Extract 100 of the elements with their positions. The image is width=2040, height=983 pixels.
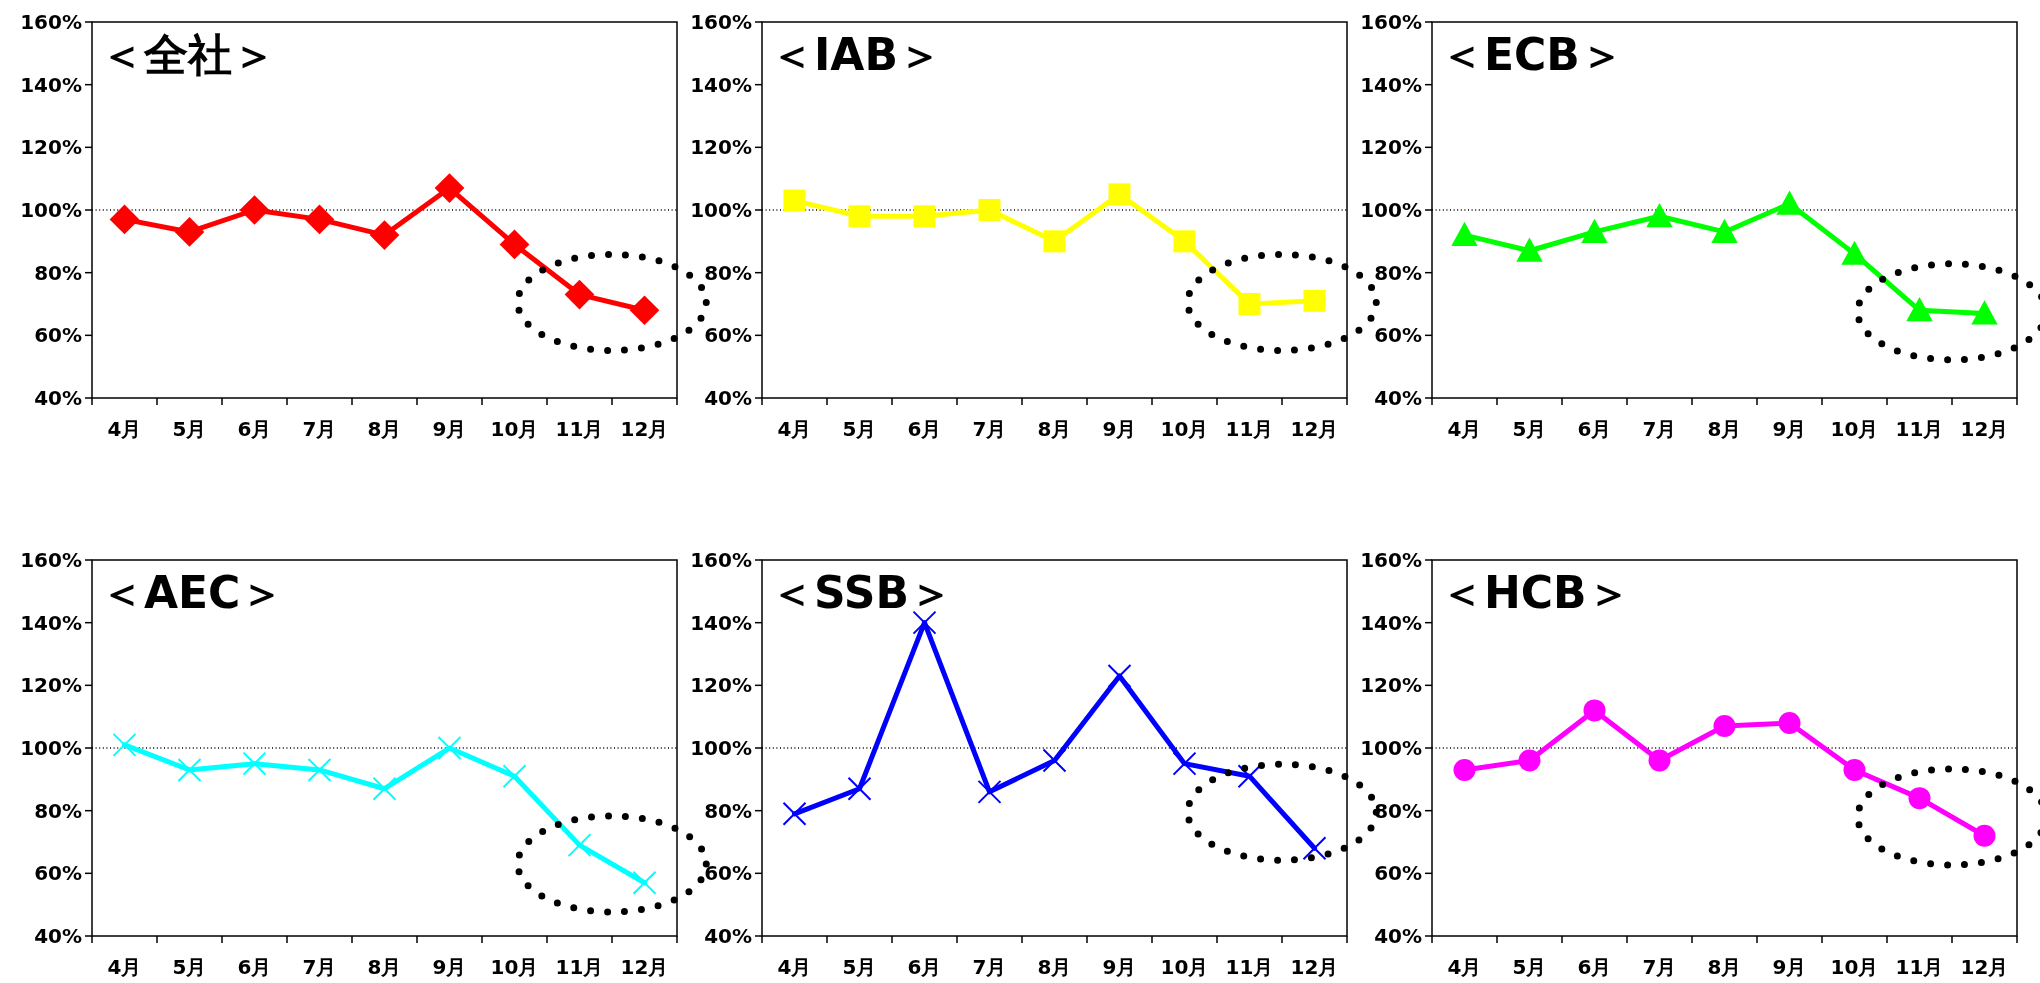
y-tick-label: 140% bbox=[20, 610, 82, 635]
x-tick-label: 9月 bbox=[1102, 417, 1137, 441]
x-tick-label: 7月 bbox=[1642, 417, 1677, 441]
x-tick-label: 6月 bbox=[237, 955, 272, 979]
y-tick-label: 120% bbox=[1360, 135, 1422, 160]
x-tick-label: 9月 bbox=[432, 417, 467, 441]
y-tick-label: 140% bbox=[690, 610, 752, 635]
x-tick-label: 5月 bbox=[842, 955, 877, 979]
x-tick-label: 4月 bbox=[777, 417, 812, 441]
y-tick-label: 100% bbox=[690, 198, 752, 222]
x-tick-label: 7月 bbox=[972, 417, 1007, 441]
x-tick-label: 6月 bbox=[907, 417, 942, 441]
x-tick-label: 4月 bbox=[777, 955, 812, 979]
x-tick-label: 12月 bbox=[1290, 955, 1339, 979]
x-tick-label: 11月 bbox=[555, 955, 604, 979]
y-tick-label: 60% bbox=[34, 861, 82, 886]
chart-title: ＜IAB＞ bbox=[770, 29, 942, 80]
y-tick-label: 140% bbox=[20, 72, 82, 97]
y-tick-label: 40% bbox=[34, 924, 82, 948]
chart-title: ＜AEC＞ bbox=[100, 567, 285, 618]
x-tick-label: 6月 bbox=[1577, 955, 1612, 979]
y-tick-label: 60% bbox=[1374, 861, 1422, 886]
x-tick-label: 8月 bbox=[1037, 417, 1072, 441]
y-tick-label: 80% bbox=[1374, 260, 1422, 285]
y-tick-label: 160% bbox=[690, 548, 752, 572]
y-tick-label: 100% bbox=[20, 736, 82, 760]
x-tick-label: 10月 bbox=[1830, 955, 1879, 979]
x-tick-label: 10月 bbox=[490, 955, 539, 979]
x-tick-label: 9月 bbox=[1102, 955, 1137, 979]
x-tick-label: 10月 bbox=[1830, 417, 1879, 441]
x-tick-label: 7月 bbox=[972, 955, 1007, 979]
x-tick-label: 11月 bbox=[555, 417, 604, 441]
y-tick-label: 60% bbox=[704, 323, 752, 348]
x-tick-label: 11月 bbox=[1225, 955, 1274, 979]
x-tick-label: 7月 bbox=[1642, 955, 1677, 979]
chart-title: ＜ECB＞ bbox=[1440, 29, 1624, 80]
y-tick-label: 160% bbox=[690, 10, 752, 34]
y-tick-label: 80% bbox=[704, 260, 752, 285]
y-tick-label: 40% bbox=[704, 924, 752, 948]
y-tick-label: 60% bbox=[1374, 323, 1422, 348]
y-tick-label: 40% bbox=[1374, 386, 1422, 410]
y-tick-label: 120% bbox=[1360, 673, 1422, 698]
y-tick-label: 100% bbox=[1360, 198, 1422, 222]
x-tick-label: 10月 bbox=[1160, 955, 1209, 979]
x-tick-label: 12月 bbox=[1960, 955, 2009, 979]
x-tick-label: 5月 bbox=[172, 955, 207, 979]
y-tick-label: 40% bbox=[1374, 924, 1422, 948]
x-tick-label: 8月 bbox=[1037, 955, 1072, 979]
y-tick-label: 120% bbox=[20, 135, 82, 160]
y-tick-label: 160% bbox=[20, 548, 82, 572]
y-tick-label: 80% bbox=[34, 798, 82, 823]
x-tick-label: 8月 bbox=[367, 955, 402, 979]
x-tick-label: 5月 bbox=[842, 417, 877, 441]
x-tick-label: 10月 bbox=[1160, 417, 1209, 441]
x-tick-label: 6月 bbox=[237, 417, 272, 441]
x-tick-label: 9月 bbox=[432, 955, 467, 979]
y-tick-label: 140% bbox=[1360, 610, 1422, 635]
y-tick-label: 160% bbox=[20, 10, 82, 34]
y-tick-label: 80% bbox=[1374, 798, 1422, 823]
y-tick-label: 120% bbox=[20, 673, 82, 698]
x-tick-label: 9月 bbox=[1772, 955, 1807, 979]
x-tick-label: 4月 bbox=[1447, 955, 1482, 979]
x-tick-label: 12月 bbox=[620, 955, 669, 979]
x-tick-label: 12月 bbox=[1960, 417, 2009, 441]
x-tick-label: 4月 bbox=[107, 417, 142, 441]
x-tick-label: 8月 bbox=[1707, 417, 1742, 441]
y-tick-label: 100% bbox=[20, 198, 82, 222]
y-tick-label: 60% bbox=[704, 861, 752, 886]
chart-title: ＜全社＞ bbox=[100, 29, 276, 80]
x-tick-label: 6月 bbox=[907, 955, 942, 979]
y-tick-label: 60% bbox=[34, 323, 82, 348]
x-tick-label: 9月 bbox=[1772, 417, 1807, 441]
x-tick-label: 11月 bbox=[1895, 955, 1944, 979]
x-tick-label: 4月 bbox=[107, 955, 142, 979]
y-tick-label: 100% bbox=[1360, 736, 1422, 760]
y-tick-label: 80% bbox=[704, 798, 752, 823]
chart-title: ＜SSB＞ bbox=[770, 567, 953, 618]
x-tick-label: 8月 bbox=[367, 417, 402, 441]
x-tick-label: 7月 bbox=[302, 417, 337, 441]
x-tick-label: 11月 bbox=[1225, 417, 1274, 441]
y-tick-label: 140% bbox=[1360, 72, 1422, 97]
x-tick-label: 8月 bbox=[1707, 955, 1742, 979]
x-tick-label: 4月 bbox=[1447, 417, 1482, 441]
x-tick-label: 10月 bbox=[490, 417, 539, 441]
x-tick-label: 6月 bbox=[1577, 417, 1612, 441]
y-tick-label: 160% bbox=[1360, 10, 1422, 34]
x-tick-label: 11月 bbox=[1895, 417, 1944, 441]
y-tick-label: 40% bbox=[704, 386, 752, 410]
y-tick-label: 120% bbox=[690, 673, 752, 698]
y-tick-label: 120% bbox=[690, 135, 752, 160]
x-tick-label: 7月 bbox=[302, 955, 337, 979]
y-tick-label: 80% bbox=[34, 260, 82, 285]
x-tick-label: 5月 bbox=[1512, 417, 1547, 441]
x-tick-label: 5月 bbox=[172, 417, 207, 441]
chart-title: ＜HCB＞ bbox=[1440, 567, 1631, 618]
y-tick-label: 40% bbox=[34, 386, 82, 410]
x-tick-label: 12月 bbox=[1290, 417, 1339, 441]
y-tick-label: 140% bbox=[690, 72, 752, 97]
x-tick-label: 5月 bbox=[1512, 955, 1547, 979]
y-tick-label: 100% bbox=[690, 736, 752, 760]
